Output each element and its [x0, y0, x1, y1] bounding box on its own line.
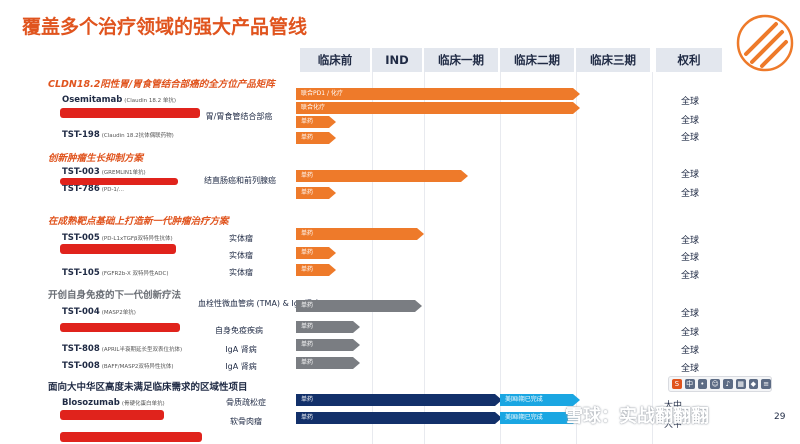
drug-tst-004: TST-004 (MASP2单抗): [62, 307, 136, 317]
grid-line: [576, 72, 577, 444]
ime-mode-icon[interactable]: 中: [684, 379, 695, 389]
ime-emoji-icon[interactable]: ☺: [710, 379, 720, 389]
header-ind: IND: [372, 48, 424, 72]
drug-tst-008: TST-008 (BAFF/MASP2双特异性抗体): [62, 361, 174, 371]
pipeline-bar-tst786: 单药: [296, 187, 336, 199]
indication-solid: 实体瘤: [229, 268, 253, 277]
page-title: 覆盖多个治疗领域的强大产品管线: [22, 16, 308, 38]
page-number: 29: [774, 412, 786, 422]
drug-tst-198: TST-198 (Claudin 18.2抗体偶联药物): [62, 130, 174, 140]
indication-solid: 实体瘤: [229, 234, 253, 243]
ime-menu-icon[interactable]: ≡: [761, 379, 771, 389]
indication-osteoporosis: 骨质疏松症: [226, 398, 266, 407]
drug-tst-005: TST-005 (PD-L1xTGFβ双特异性抗体): [62, 233, 173, 243]
redaction-mark: [60, 410, 164, 420]
rights-value: 全球: [680, 97, 699, 107]
rights-value: 全球: [680, 116, 699, 126]
indication-chondrosarcoma: 软骨肉瘤: [230, 417, 262, 426]
pipeline-bar-tst105: 单药: [296, 264, 336, 276]
redaction-mark: [60, 108, 200, 118]
pipeline-bar-tst198: 单药: [296, 132, 336, 144]
indication-solid: 实体瘤: [229, 251, 253, 260]
header-preclinical: 临床前: [300, 48, 372, 72]
pipeline-bar-tst808: 单药: [296, 339, 360, 351]
pipeline-bar-blosozumab-us: 美国I期已完成: [500, 394, 580, 406]
pipeline-bar-osemitamab-pd1: 联合PD1 / 化疗: [296, 88, 580, 100]
rights-value: 全球: [680, 236, 699, 246]
pipeline-bar-tst801: 单药: [296, 321, 360, 333]
redaction-mark: [60, 432, 202, 442]
rights-value: 全球: [680, 133, 699, 143]
redaction-mark: [60, 244, 176, 254]
rights-value: 大中: [664, 420, 683, 430]
section-title-autoimmune: 开创自身免疫的下一代创新疗法: [48, 290, 182, 301]
pipeline-bar-tst004: 单药: [296, 300, 422, 312]
indication-tma: 血栓性微血管病 (TMA) & IgA肾病: [198, 299, 321, 308]
indication-iga: IgA 肾病: [225, 345, 257, 354]
grid-line: [424, 72, 425, 444]
pipeline-bar-row3: 单药: [296, 116, 336, 128]
pipeline-bar-row-last-us: 美国I期已完成: [500, 412, 580, 424]
section-title-regional: 面向大中华区高度未满足临床需求的区域性项目: [48, 382, 248, 393]
rights-value: 全球: [680, 309, 699, 319]
header-phase1: 临床一期: [424, 48, 500, 72]
indication-gastric: 胃/胃食管结合部癌: [205, 112, 273, 121]
rights-value: 全球: [680, 253, 699, 263]
rights-value: 全球: [680, 271, 699, 281]
indication-autoimmune: 自身免疫疾病: [215, 326, 263, 335]
ime-keyboard-icon[interactable]: ▦: [735, 379, 746, 389]
header-rights: 权利: [656, 48, 724, 72]
rights-value: 全球: [680, 189, 699, 199]
pipeline-bar-tst005: 单药: [296, 228, 424, 240]
header-phase3: 临床三期: [576, 48, 652, 72]
section-title-growth: 创新肿瘤生长抑制方案: [48, 153, 144, 164]
pipeline-bar-tst003: 单药: [296, 170, 468, 182]
watermark: 雪球：实战翻翻翻: [565, 406, 709, 427]
rights-value: 全球: [680, 346, 699, 356]
section-title-cldn: CLDN18.2阳性胃/胃食管结合部癌的全方位产品矩阵: [48, 79, 275, 90]
ime-punct-icon[interactable]: •: [697, 379, 708, 389]
section-title-targets: 在成熟靶点基础上打造新一代肿瘤治疗方案: [48, 216, 229, 227]
ime-logo-icon[interactable]: S: [672, 379, 682, 389]
ime-toolbar[interactable]: S 中 • ☺ ♪ ▦ ◆ ≡: [668, 376, 772, 392]
rights-value: 全球: [680, 170, 699, 180]
rights-value: 全球: [680, 364, 699, 374]
pipeline-bar-blosozumab: 单药: [296, 394, 502, 406]
rights-value: 大中: [664, 401, 683, 411]
drug-osemitamab: Osemitamab (Claudin 18.2 单抗): [62, 95, 177, 105]
drug-tst-105: TST-105 (FGFR2b-X 双特异性ADC): [62, 268, 169, 278]
grid-line: [652, 72, 653, 444]
ime-mic-icon[interactable]: ♪: [723, 379, 733, 389]
drug-tst-808: TST-808 (APRIL半衰期延长型双表位抗体): [62, 344, 183, 354]
indication-colorectal: 结直肠癌和前列腺癌: [204, 176, 276, 185]
pipeline-bar-tst008: 单药: [296, 357, 360, 369]
pipeline-bar-osemitamab-chemo: 联合化疗: [296, 102, 580, 114]
indication-iga: IgA 肾病: [225, 362, 257, 371]
company-logo: [736, 14, 794, 72]
ime-skin-icon[interactable]: ◆: [748, 379, 759, 389]
grid-line: [500, 72, 501, 444]
redaction-mark: [60, 178, 178, 185]
redaction-mark: [60, 323, 180, 332]
drug-tst-786: TST-786 (PD-1/...: [62, 184, 125, 194]
pipeline-bar-row: 单药: [296, 247, 336, 259]
rights-value: 全球: [680, 328, 699, 338]
drug-blosozumab: Blosozumab (骨硬化蛋白单抗): [62, 398, 165, 408]
header-phase2: 临床二期: [500, 48, 576, 72]
grid-line: [372, 72, 373, 444]
pipeline-bar-row-last: 单药: [296, 412, 502, 424]
drug-tst-003: TST-003 (GREMLIN1单抗): [62, 167, 146, 177]
